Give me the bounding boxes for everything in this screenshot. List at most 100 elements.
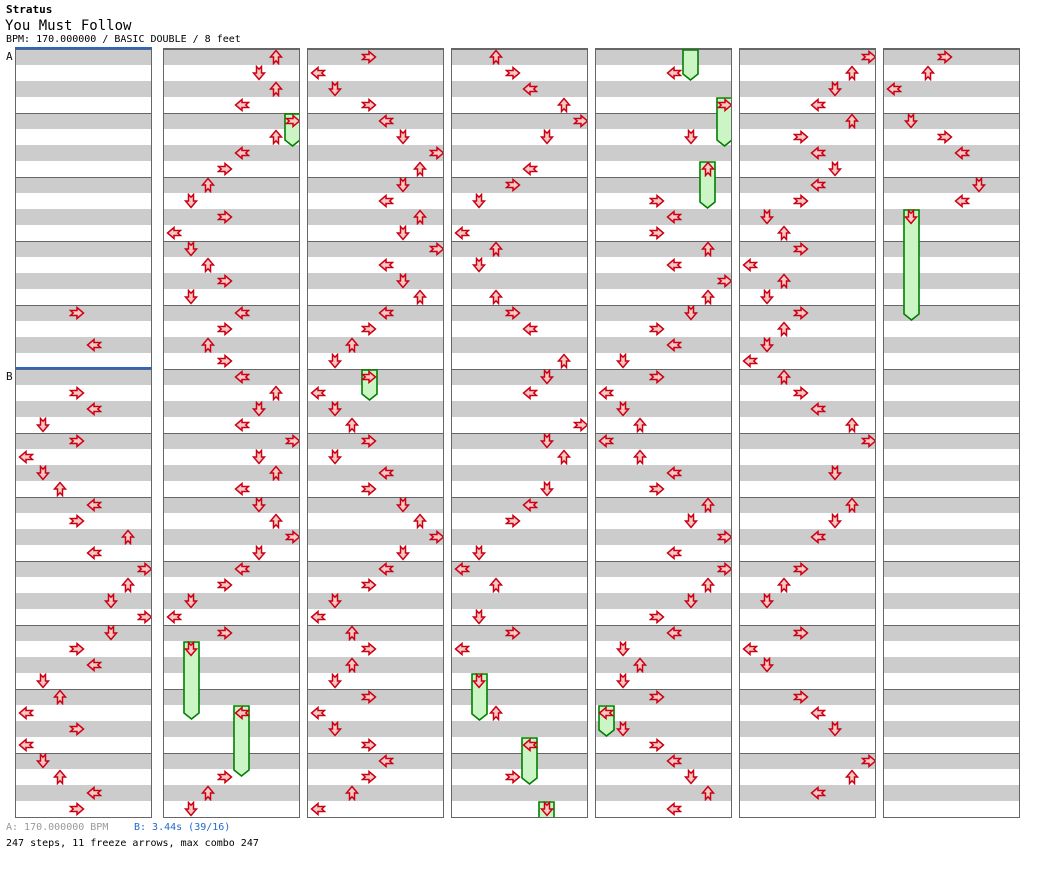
up-arrow-icon bbox=[556, 97, 571, 113]
down-arrow-icon bbox=[472, 609, 487, 625]
up-arrow-icon bbox=[268, 385, 283, 401]
left-arrow-icon bbox=[18, 705, 35, 721]
up-arrow-icon bbox=[412, 209, 427, 225]
up-arrow-icon bbox=[633, 449, 648, 465]
chart-panel-1 bbox=[15, 48, 152, 818]
up-arrow-icon bbox=[844, 417, 859, 433]
left-arrow-icon bbox=[234, 97, 250, 113]
down-arrow-icon bbox=[760, 209, 775, 225]
right-arrow-icon bbox=[69, 385, 85, 401]
right-arrow-icon bbox=[649, 321, 665, 337]
right-arrow-icon bbox=[649, 689, 665, 705]
up-arrow-icon bbox=[345, 785, 360, 801]
up-arrow-icon bbox=[201, 337, 216, 353]
left-arrow-icon bbox=[18, 449, 35, 465]
left-arrow-icon bbox=[666, 337, 682, 353]
chart-panel-7 bbox=[883, 48, 1020, 818]
left-arrow-icon bbox=[666, 257, 682, 273]
right-arrow-icon bbox=[572, 417, 587, 433]
down-arrow-icon bbox=[184, 593, 199, 609]
left-arrow-icon bbox=[810, 177, 826, 193]
down-arrow-icon bbox=[760, 337, 775, 353]
left-arrow-icon bbox=[522, 497, 538, 513]
left-arrow-icon bbox=[234, 561, 250, 577]
left-arrow-icon bbox=[234, 417, 250, 433]
up-arrow-icon bbox=[412, 289, 427, 305]
song-title: Stratus bbox=[6, 3, 53, 16]
down-arrow-icon bbox=[683, 513, 698, 529]
right-arrow-icon bbox=[716, 273, 731, 289]
right-arrow-icon bbox=[361, 577, 377, 593]
left-arrow-icon bbox=[810, 145, 826, 161]
right-arrow-icon bbox=[361, 321, 377, 337]
right-arrow-icon bbox=[793, 305, 809, 321]
left-arrow-icon bbox=[18, 737, 35, 753]
up-arrow-icon bbox=[53, 769, 68, 785]
left-arrow-icon bbox=[810, 785, 826, 801]
down-arrow-icon bbox=[616, 401, 631, 417]
right-arrow-icon bbox=[217, 209, 233, 225]
right-arrow-icon bbox=[716, 529, 731, 545]
down-arrow-icon bbox=[683, 129, 698, 145]
right-arrow-icon bbox=[716, 97, 731, 113]
up-arrow-icon bbox=[268, 49, 283, 65]
left-arrow-icon bbox=[598, 433, 615, 449]
right-arrow-icon bbox=[860, 753, 875, 769]
right-arrow-icon bbox=[361, 641, 377, 657]
left-arrow-icon bbox=[166, 609, 183, 625]
up-arrow-icon bbox=[844, 497, 859, 513]
down-arrow-icon bbox=[36, 465, 51, 481]
left-arrow-icon bbox=[598, 385, 615, 401]
right-arrow-icon bbox=[361, 769, 377, 785]
down-arrow-icon bbox=[328, 353, 343, 369]
right-arrow-icon bbox=[793, 625, 809, 641]
down-arrow-icon bbox=[184, 289, 199, 305]
up-arrow-icon bbox=[345, 417, 360, 433]
right-arrow-icon bbox=[361, 689, 377, 705]
up-arrow-icon bbox=[201, 257, 216, 273]
down-arrow-icon bbox=[395, 273, 410, 289]
left-arrow-icon bbox=[522, 161, 538, 177]
up-arrow-icon bbox=[53, 481, 68, 497]
freeze-arrow bbox=[682, 49, 700, 81]
up-arrow-icon bbox=[120, 529, 135, 545]
right-arrow-icon bbox=[217, 625, 233, 641]
chart-panel-2 bbox=[163, 48, 300, 818]
right-arrow-icon bbox=[136, 561, 151, 577]
right-arrow-icon bbox=[649, 193, 665, 209]
chart-panel-3 bbox=[307, 48, 444, 818]
up-arrow-icon bbox=[489, 289, 504, 305]
left-arrow-icon bbox=[742, 257, 759, 273]
up-arrow-icon bbox=[700, 497, 715, 513]
down-arrow-icon bbox=[539, 801, 554, 817]
right-arrow-icon bbox=[361, 49, 377, 65]
right-arrow-icon bbox=[860, 433, 875, 449]
marker-line-a bbox=[15, 47, 152, 49]
left-arrow-icon bbox=[234, 481, 250, 497]
right-arrow-icon bbox=[284, 113, 299, 129]
left-arrow-icon bbox=[886, 81, 903, 97]
up-arrow-icon bbox=[120, 577, 135, 593]
left-arrow-icon bbox=[454, 225, 471, 241]
up-arrow-icon bbox=[345, 337, 360, 353]
left-arrow-icon bbox=[378, 257, 394, 273]
down-arrow-icon bbox=[395, 225, 410, 241]
marker-line-b bbox=[15, 367, 152, 369]
right-arrow-icon bbox=[793, 129, 809, 145]
freeze-arrow bbox=[182, 641, 200, 720]
down-arrow-icon bbox=[827, 513, 842, 529]
left-arrow-icon bbox=[742, 353, 759, 369]
right-arrow-icon bbox=[69, 721, 85, 737]
right-arrow-icon bbox=[361, 433, 377, 449]
left-arrow-icon bbox=[598, 705, 615, 721]
down-arrow-icon bbox=[328, 81, 343, 97]
up-arrow-icon bbox=[777, 225, 792, 241]
up-arrow-icon bbox=[345, 625, 360, 641]
left-arrow-icon bbox=[378, 465, 394, 481]
right-arrow-icon bbox=[69, 513, 85, 529]
right-arrow-icon bbox=[505, 305, 521, 321]
down-arrow-icon bbox=[539, 369, 554, 385]
up-arrow-icon bbox=[633, 657, 648, 673]
